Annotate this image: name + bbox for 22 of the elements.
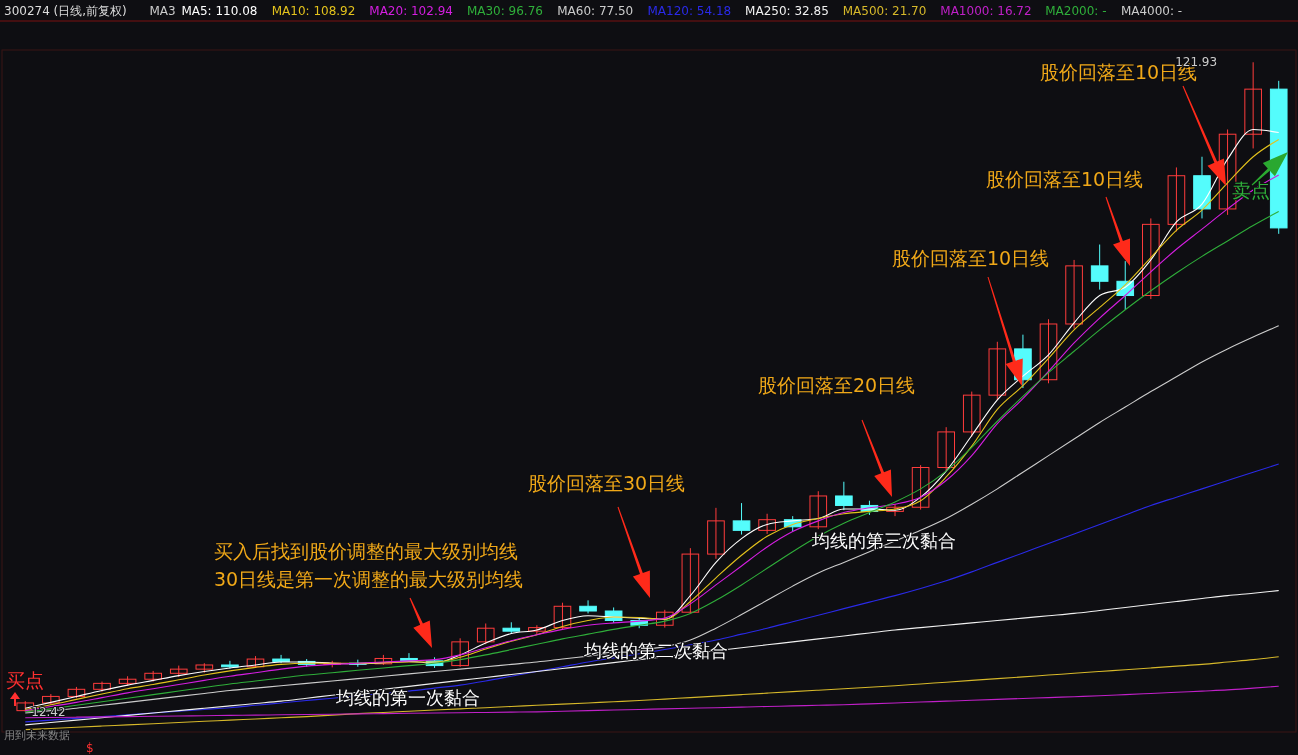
annotation: 股价回落至10日线 <box>986 168 1144 190</box>
annotation: 买点 <box>6 669 44 691</box>
text: MA10: 108.92 <box>271 4 356 18</box>
annotation: 用到未来数据 <box>4 729 70 742</box>
text: MA60: 77.50 <box>557 4 634 18</box>
annotation: 股价回落至30日线 <box>528 472 686 494</box>
text: MA5: 110.08 <box>181 4 258 18</box>
text: MA500: 21.70 <box>842 4 927 18</box>
text: MA4000: - <box>1120 4 1183 18</box>
text: $ <box>86 741 94 755</box>
text: MA20: 102.94 <box>369 4 453 18</box>
text: MA30: 96.76 <box>466 4 543 18</box>
annotation: 股价回落至20日线 <box>758 374 916 396</box>
annotation: 股价回落至10日线 <box>892 247 1050 269</box>
text: MA2000: - <box>1045 4 1107 18</box>
text: MA3 <box>149 4 176 18</box>
text: MA250: 32.85 <box>745 4 829 18</box>
annotation: 30日线是第一次调整的最大级别均线 <box>214 568 524 590</box>
text: MA1000: 16.72 <box>940 4 1032 18</box>
annotation: 买入后找到股价调整的最大级别均线 <box>214 540 518 562</box>
text: MA120: 54.18 <box>647 4 732 18</box>
chart-title: 300274 (日线,前复权) <box>4 4 127 18</box>
